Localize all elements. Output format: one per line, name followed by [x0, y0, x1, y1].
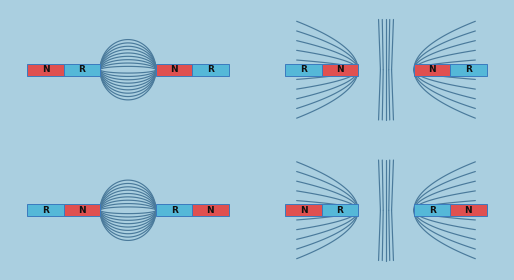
- FancyBboxPatch shape: [450, 64, 487, 76]
- Text: R: R: [300, 65, 307, 74]
- Text: R: R: [465, 65, 472, 74]
- Text: R: R: [207, 65, 214, 74]
- FancyBboxPatch shape: [156, 64, 192, 76]
- Text: R: R: [171, 206, 177, 215]
- Text: R: R: [337, 206, 343, 215]
- FancyBboxPatch shape: [322, 204, 358, 216]
- Text: R: R: [79, 65, 85, 74]
- FancyBboxPatch shape: [27, 204, 64, 216]
- FancyBboxPatch shape: [414, 64, 450, 76]
- FancyBboxPatch shape: [64, 64, 100, 76]
- FancyBboxPatch shape: [322, 64, 358, 76]
- Text: R: R: [42, 206, 49, 215]
- FancyBboxPatch shape: [27, 64, 64, 76]
- FancyBboxPatch shape: [414, 204, 450, 216]
- Text: N: N: [300, 206, 307, 215]
- FancyBboxPatch shape: [450, 204, 487, 216]
- Text: N: N: [428, 65, 436, 74]
- FancyBboxPatch shape: [156, 204, 192, 216]
- Text: N: N: [465, 206, 472, 215]
- Text: N: N: [170, 65, 178, 74]
- FancyBboxPatch shape: [64, 204, 100, 216]
- FancyBboxPatch shape: [192, 64, 229, 76]
- Text: N: N: [336, 65, 344, 74]
- FancyBboxPatch shape: [285, 64, 322, 76]
- Text: R: R: [429, 206, 435, 215]
- Text: N: N: [42, 65, 49, 74]
- FancyBboxPatch shape: [192, 204, 229, 216]
- Text: N: N: [78, 206, 86, 215]
- Text: N: N: [207, 206, 214, 215]
- FancyBboxPatch shape: [285, 204, 322, 216]
